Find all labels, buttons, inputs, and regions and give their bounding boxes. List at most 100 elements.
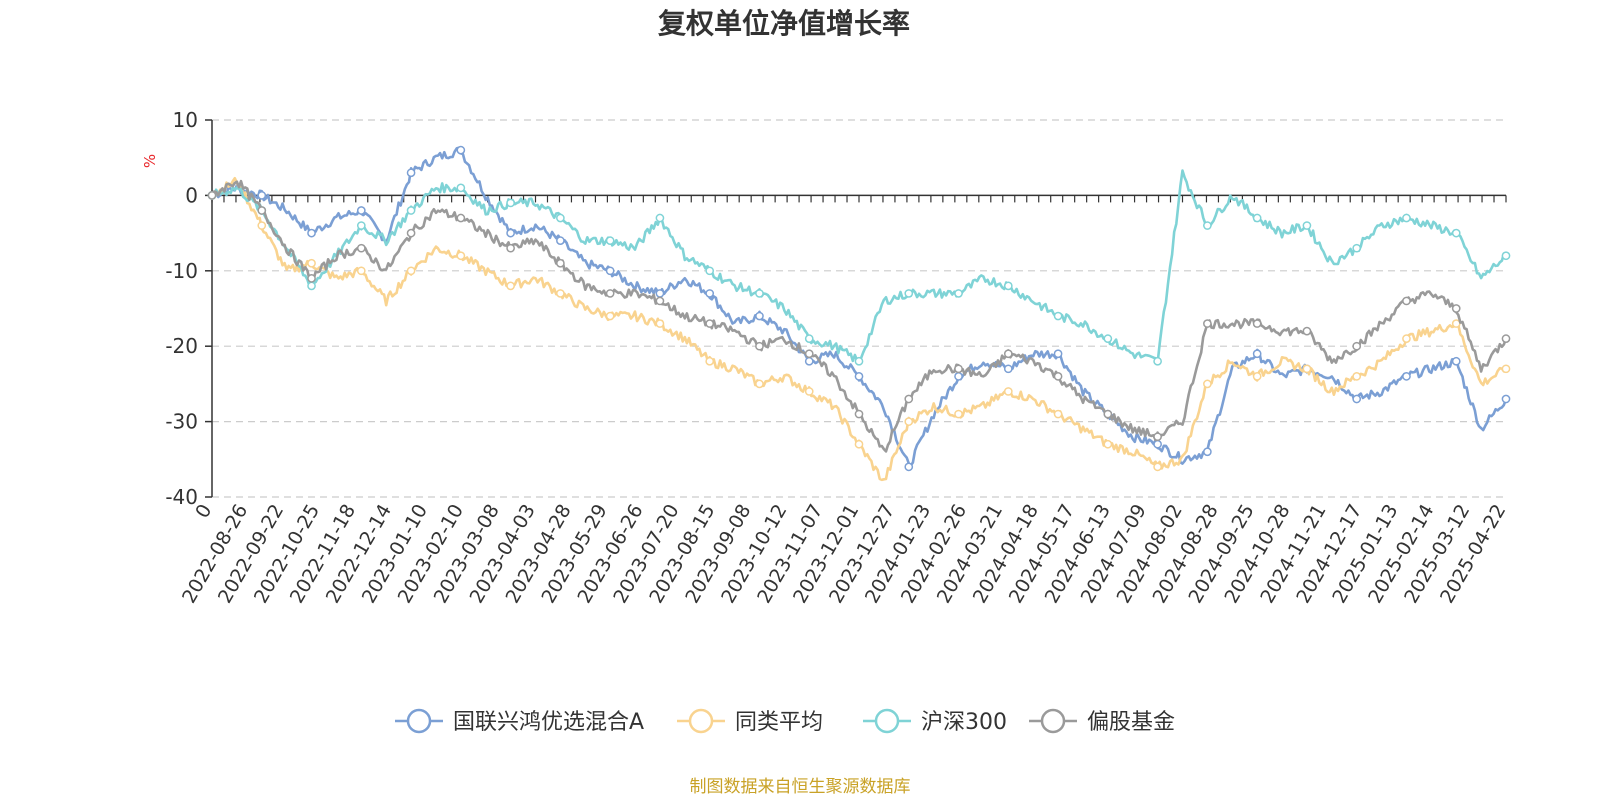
data-point <box>655 289 665 298</box>
data-point <box>755 311 764 321</box>
data-point <box>556 289 565 298</box>
data-point <box>1203 379 1212 389</box>
data-point <box>1302 326 1312 336</box>
data-point <box>406 266 416 276</box>
data-point <box>556 258 565 268</box>
data-point <box>356 266 366 276</box>
data-point <box>1203 221 1212 230</box>
data-point <box>655 296 665 306</box>
legend-item[interactable]: 国联兴鸿优选混合A <box>395 708 644 735</box>
data-point <box>1352 372 1362 381</box>
data-point <box>954 409 963 419</box>
data-point <box>655 319 665 328</box>
data-point <box>1451 228 1461 238</box>
series-line <box>211 176 1507 482</box>
data-point <box>406 206 416 215</box>
data-point <box>705 319 715 328</box>
data-point <box>1103 439 1113 449</box>
data-point <box>705 356 715 366</box>
y-tick-label: -40 <box>165 485 198 509</box>
legend-label: 沪深300 <box>921 710 1007 735</box>
data-point <box>1402 213 1411 223</box>
data-point <box>1451 356 1461 366</box>
data-point <box>605 289 615 298</box>
y-axis-unit: % <box>141 154 159 168</box>
data-point <box>1501 394 1511 404</box>
data-point <box>1053 372 1063 381</box>
legend-marker <box>688 708 714 734</box>
data-point <box>1003 281 1013 291</box>
data-point <box>705 289 715 298</box>
data-point <box>1402 334 1411 344</box>
data-point <box>456 183 466 193</box>
data-point <box>1053 409 1063 419</box>
data-point <box>854 372 864 381</box>
legend-item[interactable]: 沪深300 <box>863 708 1007 735</box>
data-point <box>506 281 515 291</box>
data-point <box>506 228 515 238</box>
data-point <box>1003 387 1013 396</box>
data-point <box>1451 304 1461 313</box>
data-point <box>904 394 914 404</box>
data-point <box>456 145 466 155</box>
data-point <box>1352 243 1362 253</box>
data-point <box>1153 356 1162 366</box>
data-point <box>655 213 665 223</box>
data-point <box>1053 311 1063 321</box>
data-point <box>954 364 963 374</box>
data-point <box>1203 319 1212 328</box>
data-point <box>307 228 316 238</box>
data-point <box>1352 341 1362 351</box>
data-point <box>1352 394 1362 404</box>
data-point <box>1252 319 1262 328</box>
data-point <box>257 206 267 215</box>
series-1 <box>207 176 1511 482</box>
data-point <box>356 221 366 230</box>
data-point <box>1103 409 1113 419</box>
data-point <box>257 221 267 230</box>
legend[interactable]: 国联兴鸿优选混合A 同类平均 沪深300 偏股基金 <box>395 708 1175 735</box>
legend-item[interactable]: 同类平均 <box>677 708 823 735</box>
data-point <box>954 372 963 381</box>
x-tick-label: 0 <box>191 501 216 522</box>
data-point <box>356 243 366 253</box>
data-point <box>456 213 466 223</box>
legend-marker <box>1040 708 1066 734</box>
data-point <box>904 462 914 472</box>
data-point <box>705 266 715 276</box>
data-point <box>1103 334 1113 344</box>
legend-label: 国联兴鸿优选混合A <box>453 710 644 735</box>
y-tick-label: 0 <box>185 183 198 207</box>
data-point <box>804 349 814 359</box>
data-point <box>1153 439 1162 449</box>
data-point <box>804 356 814 366</box>
data-point <box>1153 462 1162 472</box>
y-tick-label: -10 <box>165 259 198 283</box>
data-point <box>1252 213 1262 223</box>
series-lines <box>207 145 1511 482</box>
data-point <box>755 379 764 389</box>
data-point <box>755 289 764 298</box>
data-point <box>904 289 914 298</box>
data-point <box>854 439 864 449</box>
data-point <box>556 213 565 223</box>
data-point <box>1402 372 1411 381</box>
data-point <box>755 341 764 351</box>
data-point <box>854 409 864 419</box>
data-point <box>804 334 814 344</box>
data-point <box>456 251 466 261</box>
series-3 <box>207 179 1511 453</box>
data-point <box>954 289 963 298</box>
data-point <box>506 243 515 253</box>
data-point <box>1053 349 1063 359</box>
legend-item[interactable]: 偏股基金 <box>1029 708 1175 735</box>
data-point <box>1153 432 1162 442</box>
data-point <box>1501 251 1511 261</box>
data-point <box>605 311 615 321</box>
y-tick-label: -30 <box>165 410 198 434</box>
data-point <box>1203 447 1212 457</box>
source-note: 制图数据来自恒生聚源数据库 <box>690 777 911 797</box>
data-point <box>854 356 864 366</box>
legend-marker <box>406 708 432 734</box>
